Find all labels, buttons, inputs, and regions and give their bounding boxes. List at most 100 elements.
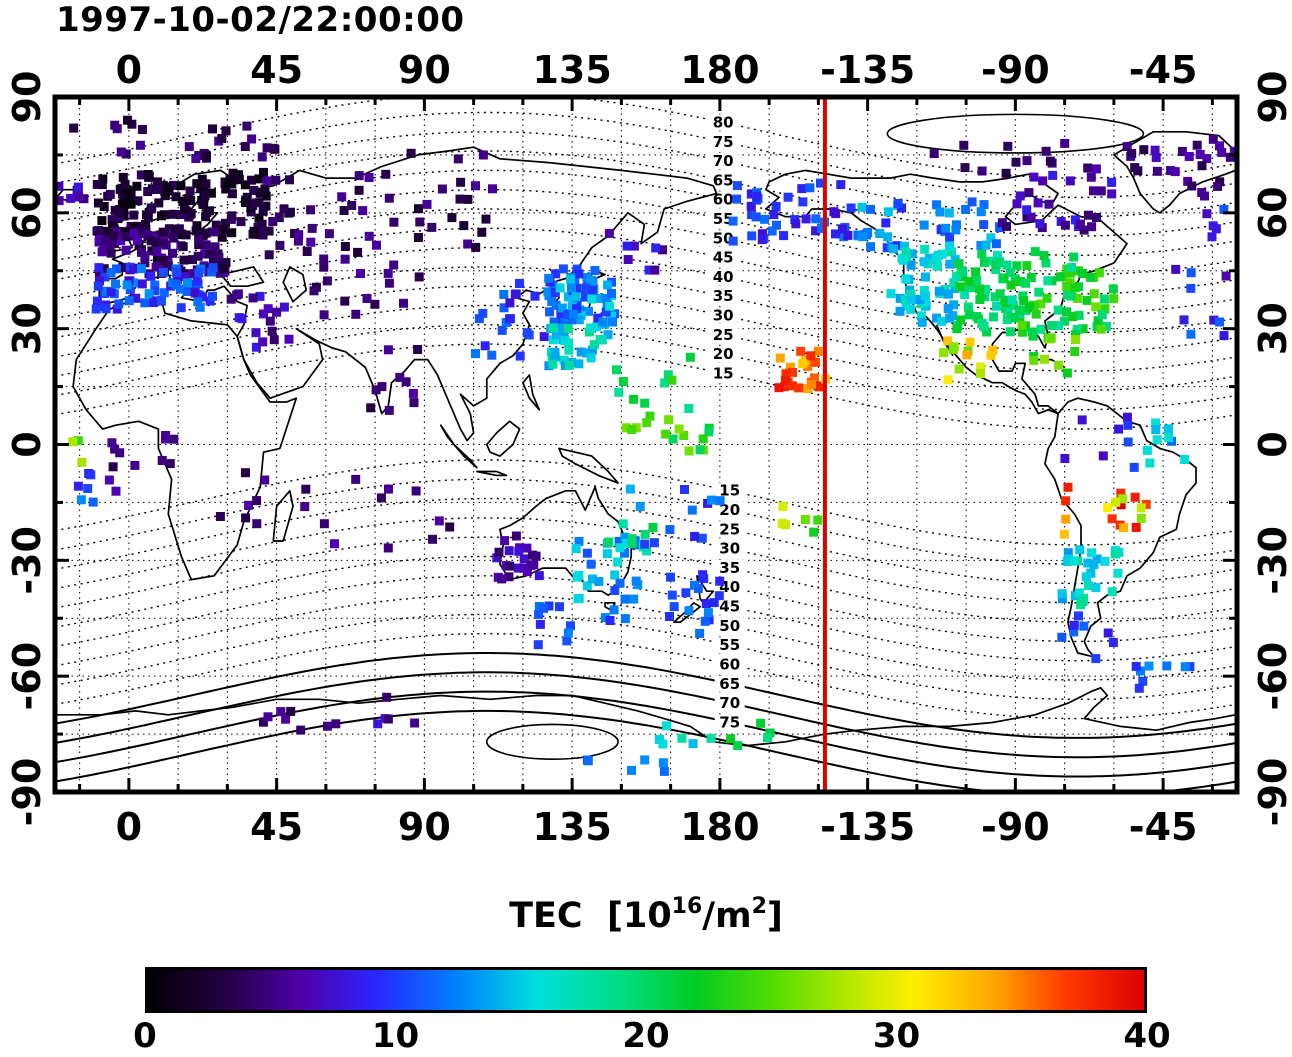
tec-point <box>362 294 372 303</box>
tec-point <box>74 192 84 202</box>
tec-point <box>285 207 295 217</box>
coastline-sumatra <box>439 424 478 469</box>
tec-point <box>1070 347 1080 356</box>
tec-point <box>1138 676 1148 686</box>
tec-point <box>1145 458 1155 468</box>
tec-point <box>555 283 565 293</box>
tec-point <box>939 348 949 358</box>
tec-point <box>1041 258 1051 268</box>
tec-point <box>680 485 689 494</box>
tec-point <box>1099 294 1109 304</box>
contour-line <box>55 304 1237 392</box>
tec-point <box>191 154 201 163</box>
tec-point <box>434 516 444 526</box>
y-axis-tick-label-left: -90 <box>5 758 49 827</box>
tec-point <box>294 230 304 240</box>
tec-point <box>534 609 544 619</box>
tec-point <box>1162 661 1172 671</box>
tec-point <box>83 484 93 493</box>
tec-point <box>587 345 597 355</box>
tec-point <box>549 335 558 345</box>
tec-point <box>1008 301 1018 311</box>
x-axis-tick-label-top: 135 <box>532 48 611 92</box>
tec-point <box>919 286 929 295</box>
x-axis-tick-label-top: 0 <box>116 48 142 92</box>
tec-point <box>1131 522 1141 532</box>
contour-label-bg <box>714 617 745 634</box>
tec-point <box>322 276 332 286</box>
tec-point <box>259 167 268 177</box>
tec-point <box>587 294 597 304</box>
tec-point <box>603 280 613 290</box>
tec-point <box>668 434 678 444</box>
tec-point <box>218 225 228 235</box>
tec-point <box>1141 499 1151 509</box>
tec-point <box>118 189 128 199</box>
tec-point <box>1150 145 1160 155</box>
tec-point <box>383 714 393 724</box>
tec-point <box>118 172 128 182</box>
tec-point <box>102 286 111 296</box>
tec-point <box>150 280 160 290</box>
tec-point <box>1183 176 1193 186</box>
tec-point <box>788 381 797 391</box>
tec-point <box>255 291 265 301</box>
tec-point <box>510 289 520 299</box>
tec-point <box>751 212 761 222</box>
x-axis-tick-label-bottom: 90 <box>398 805 451 849</box>
contour-label: 55 <box>713 210 734 228</box>
y-axis-tick-label-right: -30 <box>1251 526 1292 595</box>
tec-point <box>1022 156 1032 166</box>
tec-point <box>610 586 620 595</box>
tec-point <box>197 230 207 240</box>
tec-point <box>202 151 211 161</box>
tec-point <box>107 438 117 448</box>
tec-point <box>1036 324 1046 334</box>
tec-point <box>1039 251 1049 261</box>
tec-point <box>989 312 999 322</box>
tec-point <box>174 224 184 234</box>
tec-point <box>629 241 639 251</box>
tec-point <box>582 348 592 358</box>
tec-point <box>413 345 423 354</box>
tec-point <box>319 254 329 264</box>
tec-point <box>116 147 126 157</box>
tec-point <box>274 213 284 223</box>
tec-point <box>881 218 891 228</box>
tec-point <box>201 179 211 189</box>
contour-label-bg <box>708 326 739 343</box>
tec-point <box>108 462 118 472</box>
tec-point <box>221 218 230 228</box>
tec-point <box>1200 191 1209 201</box>
coastline-new-guinea <box>558 447 619 484</box>
tec-point <box>604 228 614 238</box>
tec-point <box>133 196 143 206</box>
timestamp-title: 1997-10-02/22:00:00 <box>56 0 465 40</box>
tec-point <box>94 237 104 247</box>
tec-point <box>137 247 147 257</box>
tec-point <box>1033 198 1043 208</box>
tec-point <box>779 382 789 392</box>
contour-line <box>55 324 1237 411</box>
tec-point <box>1074 611 1083 621</box>
tec-point <box>262 143 272 153</box>
tec-point <box>413 233 423 242</box>
tec-point <box>583 756 593 766</box>
coastline-antarctica <box>56 686 1236 747</box>
tec-point <box>1219 204 1229 214</box>
tec-point <box>100 243 110 253</box>
tec-point <box>514 546 524 556</box>
tec-point <box>1118 494 1128 504</box>
tec-point <box>149 185 159 194</box>
tec-point <box>631 576 641 586</box>
tec-point <box>805 183 815 193</box>
tec-point <box>1082 295 1092 305</box>
tec-point <box>815 382 825 392</box>
tec-point <box>100 272 110 282</box>
tec-point <box>732 194 742 204</box>
tec-point <box>1101 321 1111 331</box>
tec-point <box>115 448 125 458</box>
tec-point <box>767 226 777 236</box>
tec-point <box>563 324 573 334</box>
x-axis-tick-label-bottom: 45 <box>250 805 303 849</box>
